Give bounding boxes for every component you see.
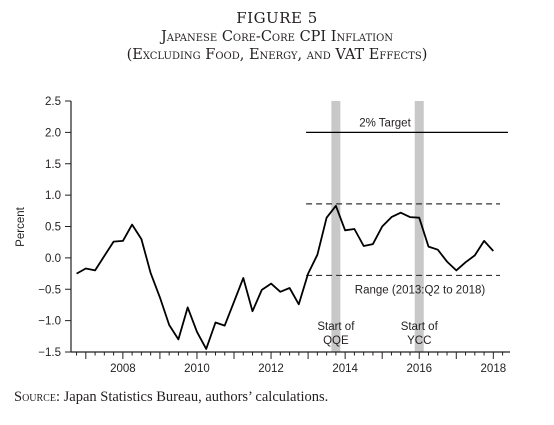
figure-title: Japanese Core-Core CPI Inflation xyxy=(160,29,394,45)
y-tick-label-4: 0.5 xyxy=(45,222,61,234)
series-line-0 xyxy=(76,204,494,350)
qqe-label-line1: Start of xyxy=(317,321,355,333)
source-label: Source: xyxy=(14,389,60,405)
y-tick-label-6: 1.5 xyxy=(45,159,61,171)
target-label: 2% Target xyxy=(359,117,411,129)
x-tick-label-0: 2008 xyxy=(110,363,136,375)
y-tick-label-1: −1.0 xyxy=(38,316,61,328)
y-tick-label-8: 2.5 xyxy=(45,96,61,108)
y-tick-label-7: 2.0 xyxy=(45,127,61,139)
range-label: Range (2013:Q2 to 2018) xyxy=(355,284,486,296)
shaded-periods xyxy=(331,101,424,352)
x-tick-label-4: 2016 xyxy=(406,363,432,375)
figure-title-block: FIGURE 5 Japanese Core-Core CPI Inflatio… xyxy=(0,9,554,65)
figure-subtitle: (Excluding Food, Energy, and VAT Effects… xyxy=(126,47,428,63)
x-tick-label-2: 2012 xyxy=(258,363,284,375)
annotations: 2% Target Range (2013:Q2 to 2018) Percen… xyxy=(15,117,485,347)
source-note: Source: Japan Statistics Bureau, authors… xyxy=(14,389,328,406)
reference-lines xyxy=(306,131,508,277)
y-tick-label-2: −0.5 xyxy=(38,284,61,296)
figure-label: FIGURE 5 xyxy=(236,9,318,27)
y-tick-label-3: 0.0 xyxy=(45,253,61,265)
ycc-label-line1: Start of xyxy=(401,321,439,333)
y-axis-label: Percent xyxy=(15,206,27,246)
x-tick-label-1: 2010 xyxy=(184,363,210,375)
shaded-period-0 xyxy=(331,101,341,352)
qqe-label-line2: QQE xyxy=(323,335,349,347)
source-text: Japan Statistics Bureau, authors’ calcul… xyxy=(63,389,329,405)
y-tick-label-5: 1.0 xyxy=(45,190,61,202)
series-layer xyxy=(76,204,494,350)
y-tick-label-0: −1.5 xyxy=(38,347,61,359)
x-tick-label-3: 2014 xyxy=(332,363,358,375)
shaded-period-1 xyxy=(414,101,424,352)
axes: −1.5 −1.0 −0.5 0.0 0.5 1.0 1.5 2.0 2.5 2008 2010 20… xyxy=(38,96,510,375)
x-tick-label-5: 2018 xyxy=(481,363,507,375)
ycc-label-line2: YCC xyxy=(407,335,431,347)
